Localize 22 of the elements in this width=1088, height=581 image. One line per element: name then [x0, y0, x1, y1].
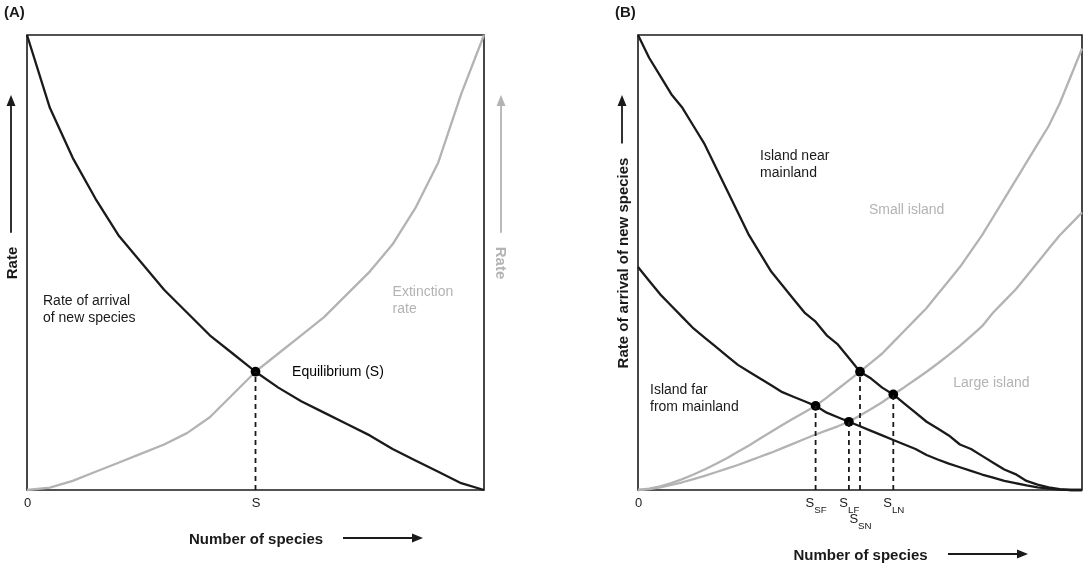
point [855, 366, 865, 377]
chart-title: (A) [4, 2, 25, 20]
text: Equilibrium (S) [292, 362, 384, 379]
x-tick-label: 0 [23, 494, 32, 510]
chart-title: (B) [615, 2, 636, 20]
y-axis-title: Rate [2, 246, 20, 280]
text: Small island [868, 201, 945, 218]
x-tick-label: S [251, 494, 261, 510]
x-axis-title: Number of species [793, 545, 928, 563]
series-label: Island far from mainland [649, 381, 739, 415]
x-tick-label: S$_{SF}$ [805, 494, 827, 514]
y2-axis-title: Rate [492, 246, 510, 280]
series-label: Rate of arrival of new species [42, 292, 136, 326]
y-axis-title: Rate of arrival of new species [613, 157, 631, 369]
x-tick-label: S$_{LN}$ [883, 494, 905, 514]
x-tick-label: 0 [634, 494, 643, 510]
x-tick-label: S$_{LF}$ [839, 494, 860, 514]
point [810, 400, 821, 411]
x-axis-title: Number of species [188, 529, 324, 547]
text: Island near mainland [760, 146, 830, 180]
series-label: Extinction rate [392, 283, 454, 317]
series-label: Large island [953, 374, 1030, 391]
